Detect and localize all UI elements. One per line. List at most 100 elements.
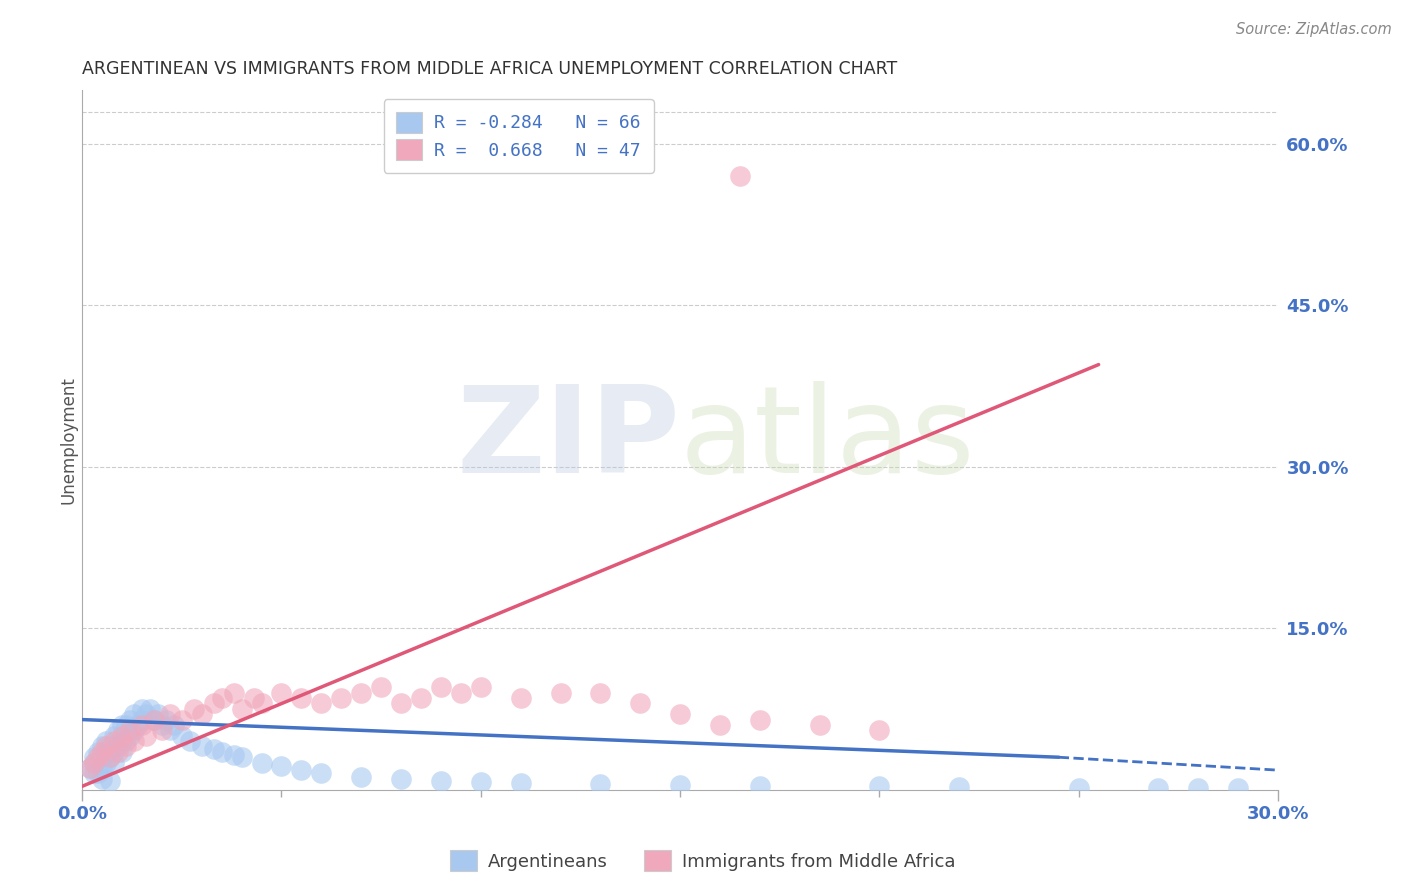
Point <box>250 697 273 711</box>
Point <box>79 761 101 775</box>
Point <box>589 777 612 791</box>
Point <box>122 734 145 748</box>
Point <box>1147 781 1170 796</box>
Point <box>103 734 125 748</box>
Point <box>111 745 134 759</box>
Point <box>87 745 110 759</box>
Point <box>91 761 114 775</box>
Point <box>222 686 245 700</box>
Point <box>118 723 141 738</box>
Point <box>159 707 181 722</box>
Legend: R = -0.284   N = 66, R =  0.668   N = 47: R = -0.284 N = 66, R = 0.668 N = 47 <box>384 99 654 172</box>
Point <box>91 750 114 764</box>
Point <box>159 723 181 738</box>
Point <box>122 723 145 738</box>
Point <box>370 681 392 695</box>
Point <box>83 766 105 780</box>
Point <box>948 780 970 795</box>
Point <box>179 734 201 748</box>
Point <box>107 739 129 754</box>
Point <box>94 745 117 759</box>
Text: ARGENTINEAN VS IMMIGRANTS FROM MIDDLE AFRICA UNEMPLOYMENT CORRELATION CHART: ARGENTINEAN VS IMMIGRANTS FROM MIDDLE AF… <box>82 60 897 78</box>
Point <box>111 729 134 743</box>
Point <box>589 686 612 700</box>
Point <box>868 779 890 793</box>
Point <box>202 697 225 711</box>
Legend: Argentineans, Immigrants from Middle Africa: Argentineans, Immigrants from Middle Afr… <box>443 843 963 879</box>
Point <box>211 691 233 706</box>
Point <box>1067 781 1090 796</box>
Point <box>115 718 138 732</box>
Point <box>103 756 125 770</box>
Point <box>669 778 692 792</box>
Point <box>150 718 173 732</box>
Point <box>270 686 292 700</box>
Point <box>409 691 432 706</box>
Point <box>115 734 138 748</box>
Point <box>170 729 193 743</box>
Point <box>91 772 114 786</box>
Y-axis label: Unemployment: Unemployment <box>59 376 77 504</box>
Point <box>183 702 205 716</box>
Point <box>550 686 572 700</box>
Point <box>94 756 117 770</box>
Point <box>748 779 770 793</box>
Point <box>142 713 165 727</box>
Point <box>509 691 531 706</box>
Point <box>231 750 253 764</box>
Point <box>290 763 312 777</box>
Point <box>450 686 472 700</box>
Point <box>98 750 121 764</box>
Point <box>131 713 153 727</box>
Point <box>163 718 186 732</box>
Point <box>222 748 245 763</box>
Point <box>118 729 141 743</box>
Point <box>211 745 233 759</box>
Point <box>430 681 453 695</box>
Point <box>135 707 157 722</box>
Point <box>231 702 253 716</box>
Point <box>389 772 412 786</box>
Point <box>728 169 751 184</box>
Point <box>242 691 264 706</box>
Point <box>139 702 162 716</box>
Point <box>111 718 134 732</box>
Point <box>135 729 157 743</box>
Point <box>270 759 292 773</box>
Point <box>98 739 121 754</box>
Point <box>202 741 225 756</box>
Point <box>1227 781 1250 796</box>
Point <box>91 739 114 754</box>
Point <box>330 691 353 706</box>
Point <box>98 750 121 764</box>
Point <box>98 773 121 788</box>
Point <box>79 761 101 775</box>
Point <box>509 776 531 790</box>
Point <box>91 745 114 759</box>
Point <box>94 734 117 748</box>
Point <box>83 756 105 770</box>
Point <box>107 723 129 738</box>
Point <box>155 713 177 727</box>
Point <box>748 713 770 727</box>
Point <box>868 723 890 738</box>
Point <box>103 745 125 759</box>
Point <box>290 691 312 706</box>
Point <box>94 739 117 754</box>
Point <box>83 756 105 770</box>
Point <box>350 770 373 784</box>
Text: Source: ZipAtlas.com: Source: ZipAtlas.com <box>1236 22 1392 37</box>
Point <box>131 718 153 732</box>
Point <box>311 697 333 711</box>
Text: atlas: atlas <box>681 382 976 499</box>
Point <box>111 734 134 748</box>
Point <box>115 739 138 754</box>
Point <box>709 718 731 732</box>
Point <box>107 745 129 759</box>
Point <box>311 766 333 780</box>
Point <box>190 707 212 722</box>
Point <box>150 723 173 738</box>
Point <box>83 750 105 764</box>
Point <box>146 707 169 722</box>
Point <box>470 681 492 695</box>
